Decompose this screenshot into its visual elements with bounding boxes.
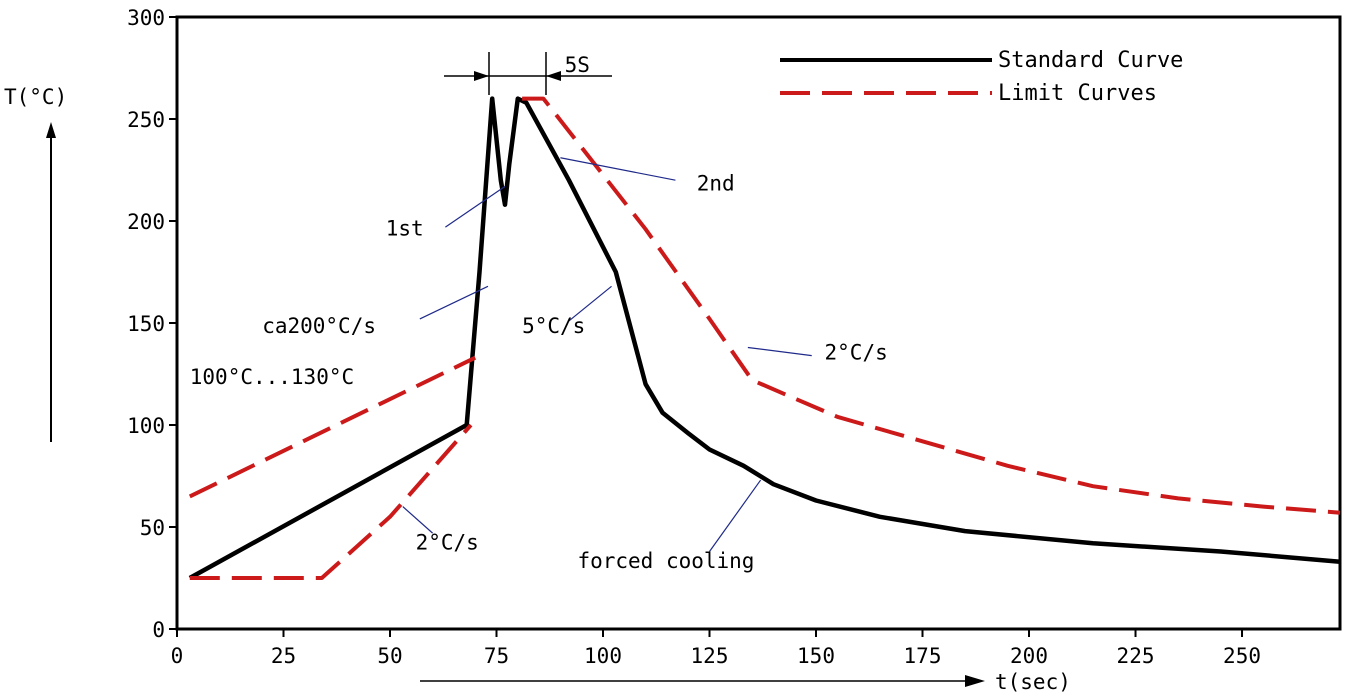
annotation-label-rate-5: 5°C/s bbox=[522, 314, 585, 338]
annotation-label-rate-2-lower: 2°C/s bbox=[416, 530, 479, 554]
x-tick-label: 100 bbox=[584, 644, 622, 668]
y-axis-label: T(°C) bbox=[4, 85, 67, 109]
x-tick-label: 175 bbox=[904, 644, 942, 668]
x-tick-label: 0 bbox=[171, 644, 184, 668]
series-layer bbox=[188, 96, 1341, 580]
annotation-pointer-rate-2-upper bbox=[747, 346, 812, 357]
x-axis-arrowhead bbox=[965, 675, 985, 687]
annotation-label-rate-200: ca200°C/s bbox=[262, 314, 376, 338]
y-tick-label: 200 bbox=[127, 210, 165, 234]
y-tick-label: 0 bbox=[152, 618, 165, 642]
y-axis-arrowhead bbox=[46, 122, 56, 138]
series-line-standard-curve bbox=[188, 96, 1341, 580]
annotation-label-first: 1st bbox=[386, 216, 424, 240]
y-tick-label: 300 bbox=[127, 6, 165, 30]
annotation-pointer-rate-5 bbox=[568, 285, 612, 322]
x-tick-label: 200 bbox=[1010, 644, 1048, 668]
x-tick-label: 50 bbox=[377, 644, 402, 668]
x-tick-label: 225 bbox=[1117, 644, 1155, 668]
annotation-pointer-second bbox=[560, 157, 676, 181]
annotation-label-forced-cooling: forced cooling bbox=[577, 549, 754, 573]
annotation-pointer-rate-200 bbox=[419, 285, 489, 320]
annotation-pointer-rate-2-lower bbox=[402, 506, 434, 534]
annotation-pointer-first bbox=[445, 185, 506, 228]
annotation-layer: 5S 1st 2nd ca200°C/s 5°C/s 2°C/s 100°C...130°C… bbox=[190, 53, 888, 573]
annotation-label-rate-2-upper: 2°C/s bbox=[825, 341, 888, 365]
x-tick-label: 125 bbox=[691, 644, 729, 668]
series-line-limit-curve-2 bbox=[189, 423, 473, 580]
x-axis-ticks: 0 25 50 75 100 125 150 175 200 225 250 bbox=[171, 629, 1261, 668]
y-tick-label: 100 bbox=[127, 414, 165, 438]
five-second-dimension-marker bbox=[444, 52, 612, 95]
annotation-label-five-s: 5S bbox=[565, 53, 590, 77]
x-tick-label: 25 bbox=[271, 644, 296, 668]
series-line-limit-curve-1 bbox=[188, 355, 477, 499]
legend-label-standard-curve: Standard Curve bbox=[998, 48, 1183, 73]
y-tick-label: 50 bbox=[140, 516, 165, 540]
y-tick-label: 150 bbox=[127, 312, 165, 336]
y-tick-label: 250 bbox=[127, 108, 165, 132]
annotation-label-preheat-range: 100°C...130°C bbox=[190, 365, 354, 389]
x-axis-label: t(sec) bbox=[995, 670, 1071, 694]
legend: Standard Curve Limit Curves bbox=[780, 48, 1183, 106]
x-tick-label: 75 bbox=[484, 644, 509, 668]
x-tick-label: 250 bbox=[1223, 644, 1261, 668]
annotation-pointer-forced-cooling bbox=[709, 479, 762, 552]
x-tick-label: 150 bbox=[797, 644, 835, 668]
legend-label-limit-curves: Limit Curves bbox=[998, 81, 1157, 106]
series-line-limit-curve-3 bbox=[522, 96, 1341, 515]
y-axis-ticks: 0 50 100 150 200 250 300 bbox=[127, 6, 177, 642]
annotation-label-second: 2nd bbox=[697, 171, 735, 195]
